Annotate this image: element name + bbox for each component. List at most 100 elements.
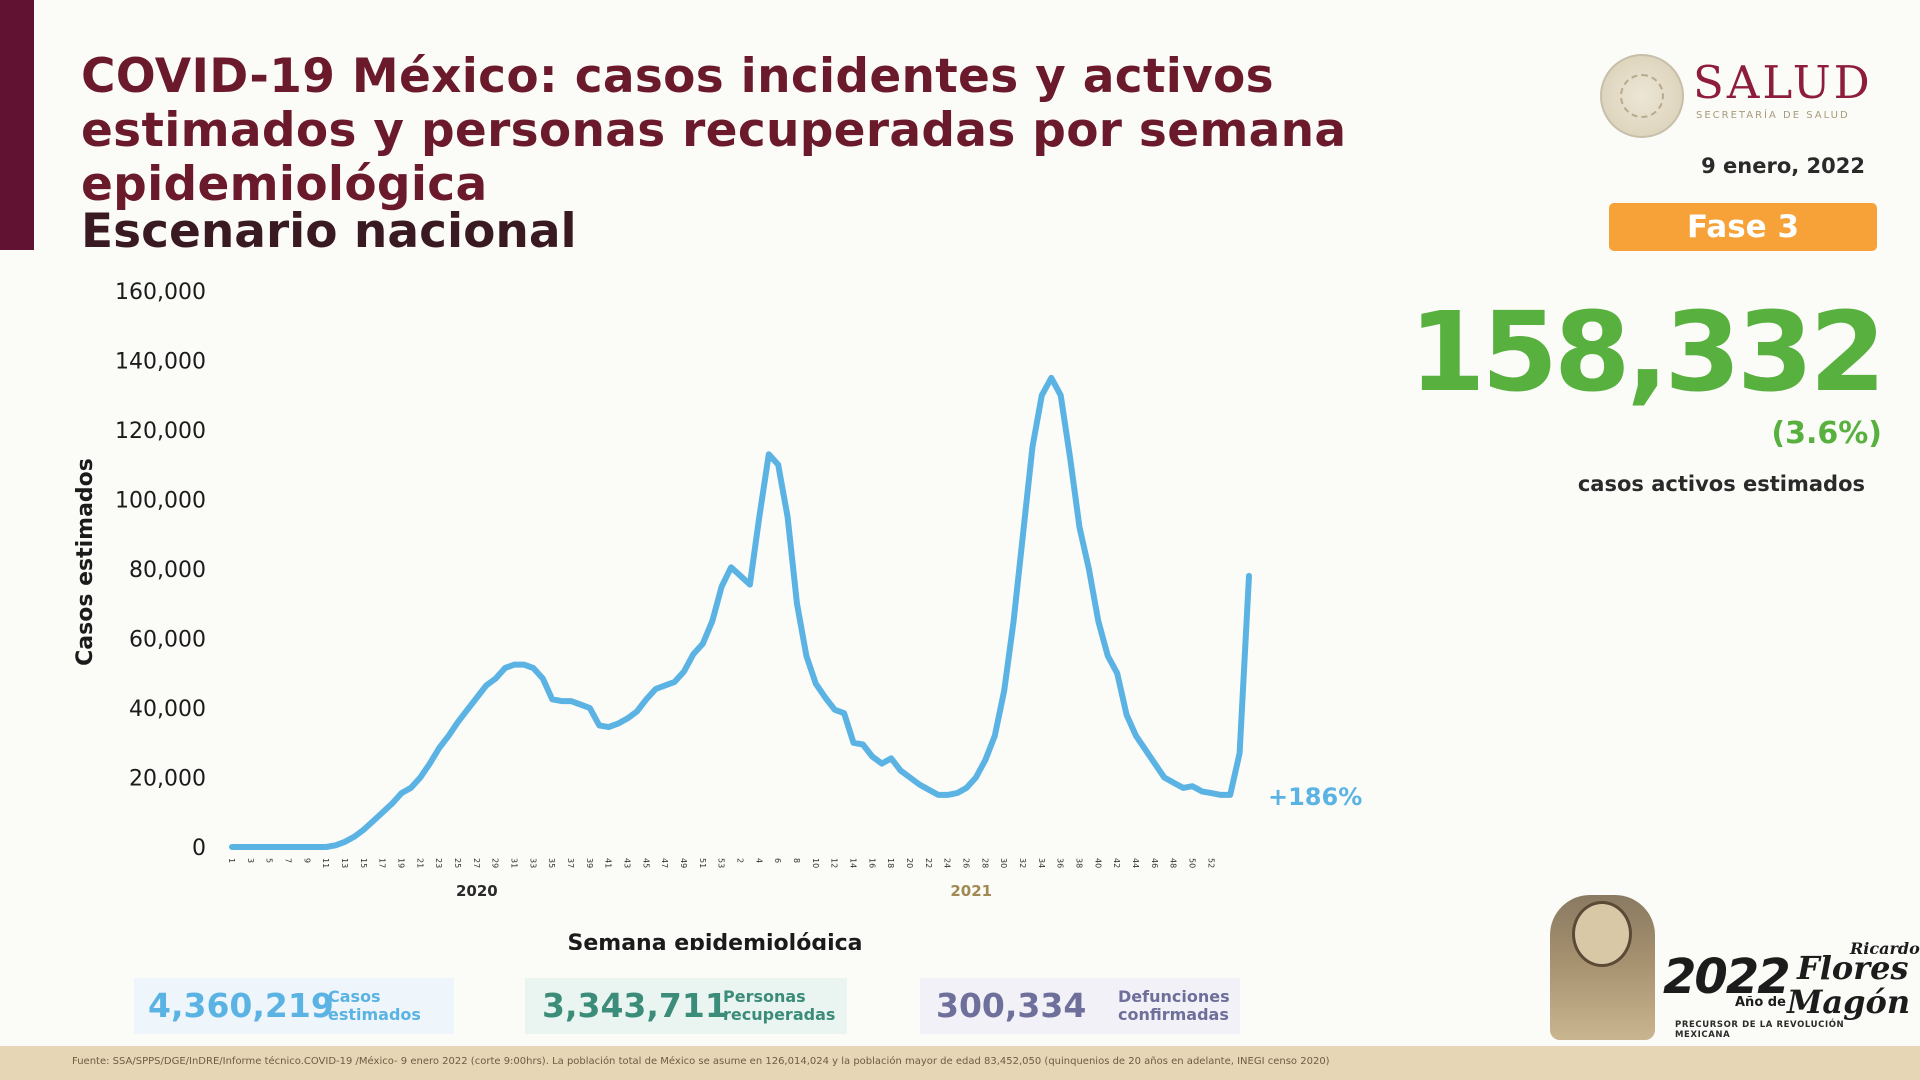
stat-deaths-label: Defunciones confirmadas [1118,988,1230,1024]
x-tick-label: 30 [999,858,1008,868]
stat-recovered-value: 3,343,711 [542,986,728,1025]
badge-name-1: Ricardo [1850,939,1920,958]
x-tick-label: 18 [886,858,895,868]
x-tick-label: 27 [472,858,481,868]
x-tick-label: 32 [1018,858,1027,868]
x-tick-label: 17 [378,858,387,868]
x-tick-label: 44 [1131,858,1140,868]
stat-estimated-cases-label: Casos estimados [328,988,421,1024]
x-tick-label: 11 [321,858,330,868]
x-tick-label: 25 [453,858,462,868]
x-tick-label: 48 [1169,858,1178,868]
x-tick-label: 39 [585,858,594,868]
y-tick-label: 60,000 [129,628,206,653]
x-tick-label: 20 [905,858,914,868]
logo-subtitle: SECRETARÍA DE SALUD [1696,110,1850,121]
source-note: Fuente: SSA/SPPS/DGE/InDRE/Informe técni… [72,1056,1330,1067]
x-tick-label: 53 [717,858,726,868]
x-tick-label: 22 [924,858,933,868]
stat-deaths-label-1: Defunciones [1118,987,1230,1006]
x-tick-label: 35 [547,858,556,868]
salud-logo: SALUD SECRETARÍA DE SALUD [1600,48,1880,138]
year-label: 2021 [950,882,992,900]
x-tick-label: 12 [830,858,839,868]
y-tick-label: 140,000 [115,350,206,375]
badge-tagline: PRECURSOR DE LA REVOLUCIÓN MEXICANA [1675,1020,1845,1040]
badge-anio: Año de [1735,995,1786,1010]
x-tick-label: 8 [792,858,801,863]
x-tick-label: 36 [1056,858,1065,868]
brand-side-bar [0,0,34,250]
portrait-illustration-icon [1550,895,1655,1040]
stat-estimated-cases-label-1: Casos [328,987,381,1006]
x-tick-label: 52 [1206,858,1215,868]
x-tick-label: 42 [1112,858,1121,868]
badge-year: 2022 [1663,949,1791,1005]
x-tick-label: 2 [736,858,745,863]
stat-deaths: 300,334 Defunciones confirmadas [920,978,1240,1034]
phase-badge: Fase 3 [1609,203,1877,251]
x-tick-label: 23 [434,858,443,868]
x-tick-label: 13 [340,858,349,868]
y-tick-label: 20,000 [129,767,206,792]
stat-deaths-value: 300,334 [936,986,1087,1025]
x-tick-label: 10 [811,858,820,868]
y-tick-label: 160,000 [115,280,206,305]
stat-recovered-label-1: Personas [723,987,806,1006]
x-tick-label: 49 [679,858,688,868]
logo-name: SALUD [1693,56,1873,109]
anniversary-badge: 2022 Año de Ricardo Flores Magón PRECURS… [1545,885,1920,1045]
cases-series-line [229,374,1252,850]
stat-deaths-label-2: confirmadas [1118,1005,1229,1024]
x-tick-label: 50 [1188,858,1197,868]
y-tick-label: 0 [192,836,206,861]
stat-estimated-cases: 4,360,219 Casos estimados [134,978,454,1034]
x-tick-label: 28 [980,858,989,868]
x-axis-label: Semana epidemiológica [568,931,863,950]
x-tick-label: 7 [284,858,293,863]
y-tick-label: 120,000 [115,419,206,444]
x-tick-label: 4 [754,858,763,863]
y-axis-label: Casos estimados [73,458,98,666]
source-footer: Fuente: SSA/SPPS/DGE/InDRE/Informe técni… [0,1046,1920,1080]
x-tick-label: 5 [265,858,274,863]
x-tick-label: 26 [962,858,971,868]
x-tick-label: 3 [246,858,255,863]
stat-recovered-label: Personas recuperadas [723,988,835,1024]
x-tick-label: 46 [1150,858,1159,868]
x-tick-label: 47 [660,858,669,868]
x-tick-label: 1 [227,858,236,863]
x-tick-label: 40 [1093,858,1102,868]
x-tick-label: 38 [1075,858,1084,868]
x-tick-label: 29 [491,858,500,868]
x-tick-label: 21 [415,858,424,868]
x-tick-label: 14 [849,858,858,868]
national-seal-icon [1600,54,1684,138]
x-tick-label: 37 [566,858,575,868]
x-tick-label: 15 [359,858,368,868]
x-tick-label: 31 [510,858,519,868]
page-subtitle: Escenario nacional [81,204,577,259]
x-tick-label: 41 [604,858,613,868]
x-tick-label: 51 [698,858,707,868]
x-tick-label: 34 [1037,858,1046,868]
badge-name-2: Flores [1797,949,1909,987]
active-cases-label: casos activos estimados [1577,472,1865,496]
badge-name-3: Magón [1787,983,1911,1021]
change-annotation: +186% [1268,783,1362,811]
active-cases-percent: (3.6%) [1771,416,1882,451]
x-tick-label: 24 [943,858,952,868]
x-tick-label: 43 [623,858,632,868]
x-tick-label: 19 [397,858,406,868]
stat-recovered-label-2: recuperadas [723,1005,836,1024]
y-tick-label: 40,000 [129,697,206,722]
stat-estimated-cases-label-2: estimados [328,1005,421,1024]
x-tick-label: 9 [302,858,311,863]
cases-line-chart: 0 20,000 40,000 60,000 80,000 100,000 120,000 1… [73,280,1362,950]
x-tick-label: 33 [528,858,537,868]
year-label: 2020 [456,882,498,900]
stat-recovered: 3,343,711 Personas recuperadas [525,978,847,1034]
stat-estimated-cases-value: 4,360,219 [148,986,334,1025]
x-tick-label: 16 [867,858,876,868]
report-date: 9 enero, 2022 [1701,154,1865,178]
